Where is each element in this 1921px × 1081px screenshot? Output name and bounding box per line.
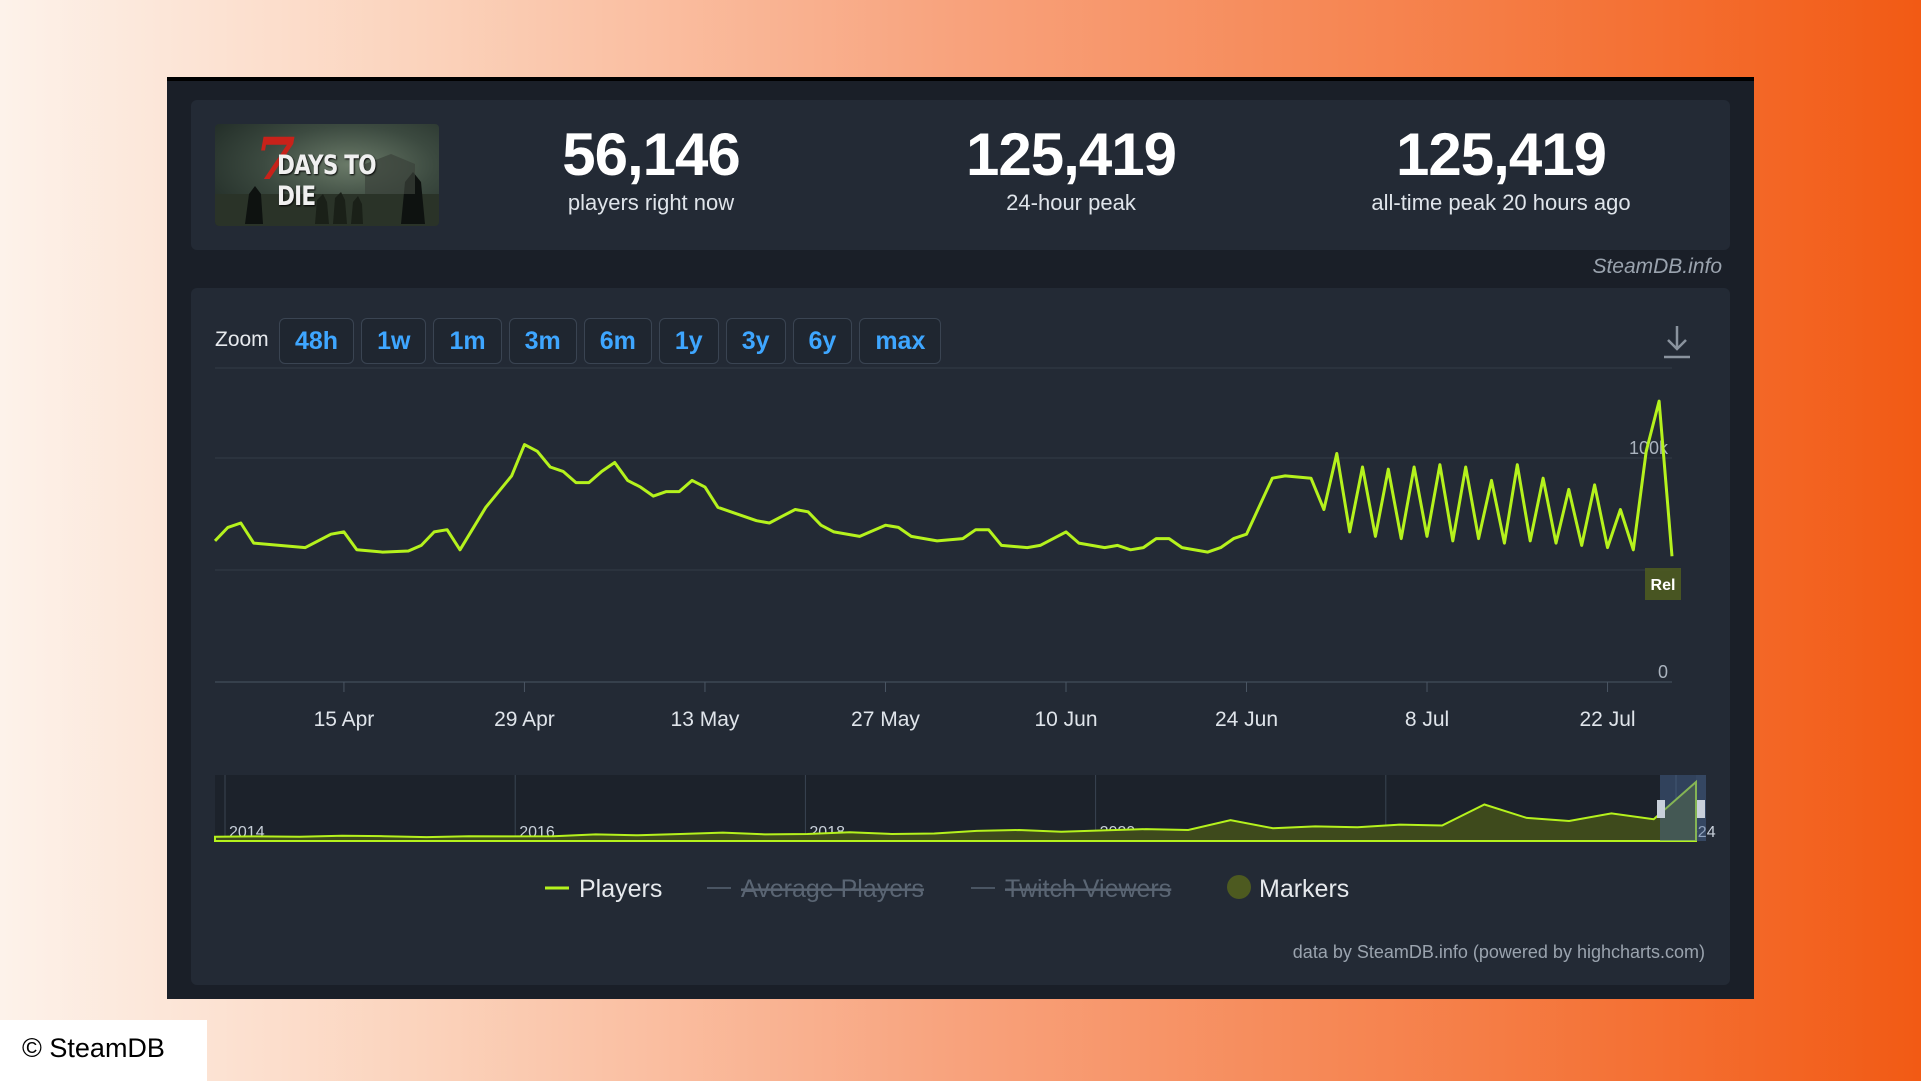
navigator[interactable]: 201420162018202020222024 — [214, 775, 1716, 842]
stat-value: 125,419 — [1396, 121, 1607, 188]
game-header-image[interactable]: 7 DAYS TO DIE — [215, 124, 439, 226]
stat-value: 56,146 — [562, 121, 741, 188]
markers-dot-icon — [1227, 875, 1251, 899]
legend-item-average-players[interactable]: Average Players — [707, 875, 924, 903]
game-logo-text: DAYS TO DIE — [277, 150, 377, 212]
zoom-button-48h[interactable]: 48h — [279, 318, 355, 364]
x-tick-label: 10 Jun — [1034, 708, 1097, 731]
chart-credit[interactable]: data by SteamDB.info (powered by highcha… — [1292, 942, 1705, 962]
navigator-handle-right[interactable] — [1697, 800, 1705, 818]
stat-label: all-time peak 20 hours ago — [1371, 190, 1631, 215]
brand-link[interactable]: SteamDB.info — [1592, 255, 1722, 278]
zoom-label: Zoom — [215, 328, 269, 351]
download-icon[interactable] — [1662, 324, 1692, 360]
chart-grid — [215, 367, 1672, 683]
legend: Players Average Players Twitch Viewers M… — [545, 875, 1349, 903]
legend-average-label: Average Players — [741, 875, 924, 903]
x-tick-label: 8 Jul — [1405, 708, 1449, 731]
legend-item-twitch-viewers[interactable]: Twitch Viewers — [971, 875, 1171, 903]
x-tick-label: 27 May — [851, 708, 920, 731]
y-tick-label: 100k — [1629, 438, 1669, 458]
zoom-button-6m[interactable]: 6m — [583, 318, 652, 364]
release-marker-label: Rel — [1651, 577, 1676, 594]
zoom-button-1w[interactable]: 1w — [361, 318, 427, 364]
x-tick-label: 29 Apr — [494, 708, 555, 731]
stat-label: players right now — [567, 190, 735, 215]
stat-24h-peak: 125,419 24-hour peak — [931, 122, 1211, 216]
x-tick-label: 24 Jun — [1215, 708, 1278, 731]
release-marker[interactable]: Rel — [1645, 568, 1681, 600]
legend-item-players[interactable]: Players — [545, 875, 662, 903]
zoom-button-3m[interactable]: 3m — [508, 318, 577, 364]
y-tick-label: 0 — [1658, 662, 1668, 682]
legend-twitch-label: Twitch Viewers — [1005, 875, 1171, 903]
x-axis: 15 Apr 29 Apr 13 May 27 May 10 Jun 24 Jun 8 Ju… — [314, 682, 1636, 731]
players-series-line[interactable] — [213, 399, 1674, 557]
steamdb-panel: 7 DAYS TO DIE 56,146 players right now 1… — [167, 77, 1754, 999]
zoom-button-3y[interactable]: 3y — [725, 318, 786, 364]
y-axis: 0 100k — [1629, 438, 1669, 682]
stat-current-players: 56,146 players right now — [531, 122, 771, 216]
chart-card: Zoom 48h 1w 1m 3m 6m 1y 3y 6y max 0 100k … — [191, 288, 1730, 985]
navigator-series-area — [214, 779, 1697, 842]
zoom-button-group: 48h 1w 1m 3m 6m 1y 3y 6y max — [279, 318, 942, 364]
legend-item-markers[interactable]: Markers — [1227, 875, 1349, 903]
zoom-button-max[interactable]: max — [859, 318, 942, 364]
player-count-chart: 0 100k 15 Apr 29 Apr 13 May 27 May 10 Jun 24 J… — [213, 367, 1716, 903]
x-tick-label: 15 Apr — [314, 708, 375, 731]
zoom-button-6y[interactable]: 6y — [792, 318, 853, 364]
zoom-button-1m[interactable]: 1m — [433, 318, 502, 364]
zombie-silhouettes-icon — [215, 154, 439, 226]
x-tick-label: 13 May — [671, 708, 740, 731]
x-tick-label: 22 Jul — [1580, 708, 1636, 731]
copyright-notice: © SteamDB — [0, 1020, 207, 1081]
stat-value: 125,419 — [966, 121, 1177, 188]
stat-label: 24-hour peak — [1006, 190, 1136, 215]
legend-players-label: Players — [579, 875, 662, 903]
stats-card: 7 DAYS TO DIE 56,146 players right now 1… — [191, 100, 1730, 250]
stat-all-time-peak: 125,419 all-time peak 20 hours ago — [1321, 122, 1681, 216]
navigator-handle-left[interactable] — [1657, 800, 1665, 818]
zoom-button-1y[interactable]: 1y — [658, 318, 719, 364]
legend-markers-label: Markers — [1259, 875, 1349, 903]
